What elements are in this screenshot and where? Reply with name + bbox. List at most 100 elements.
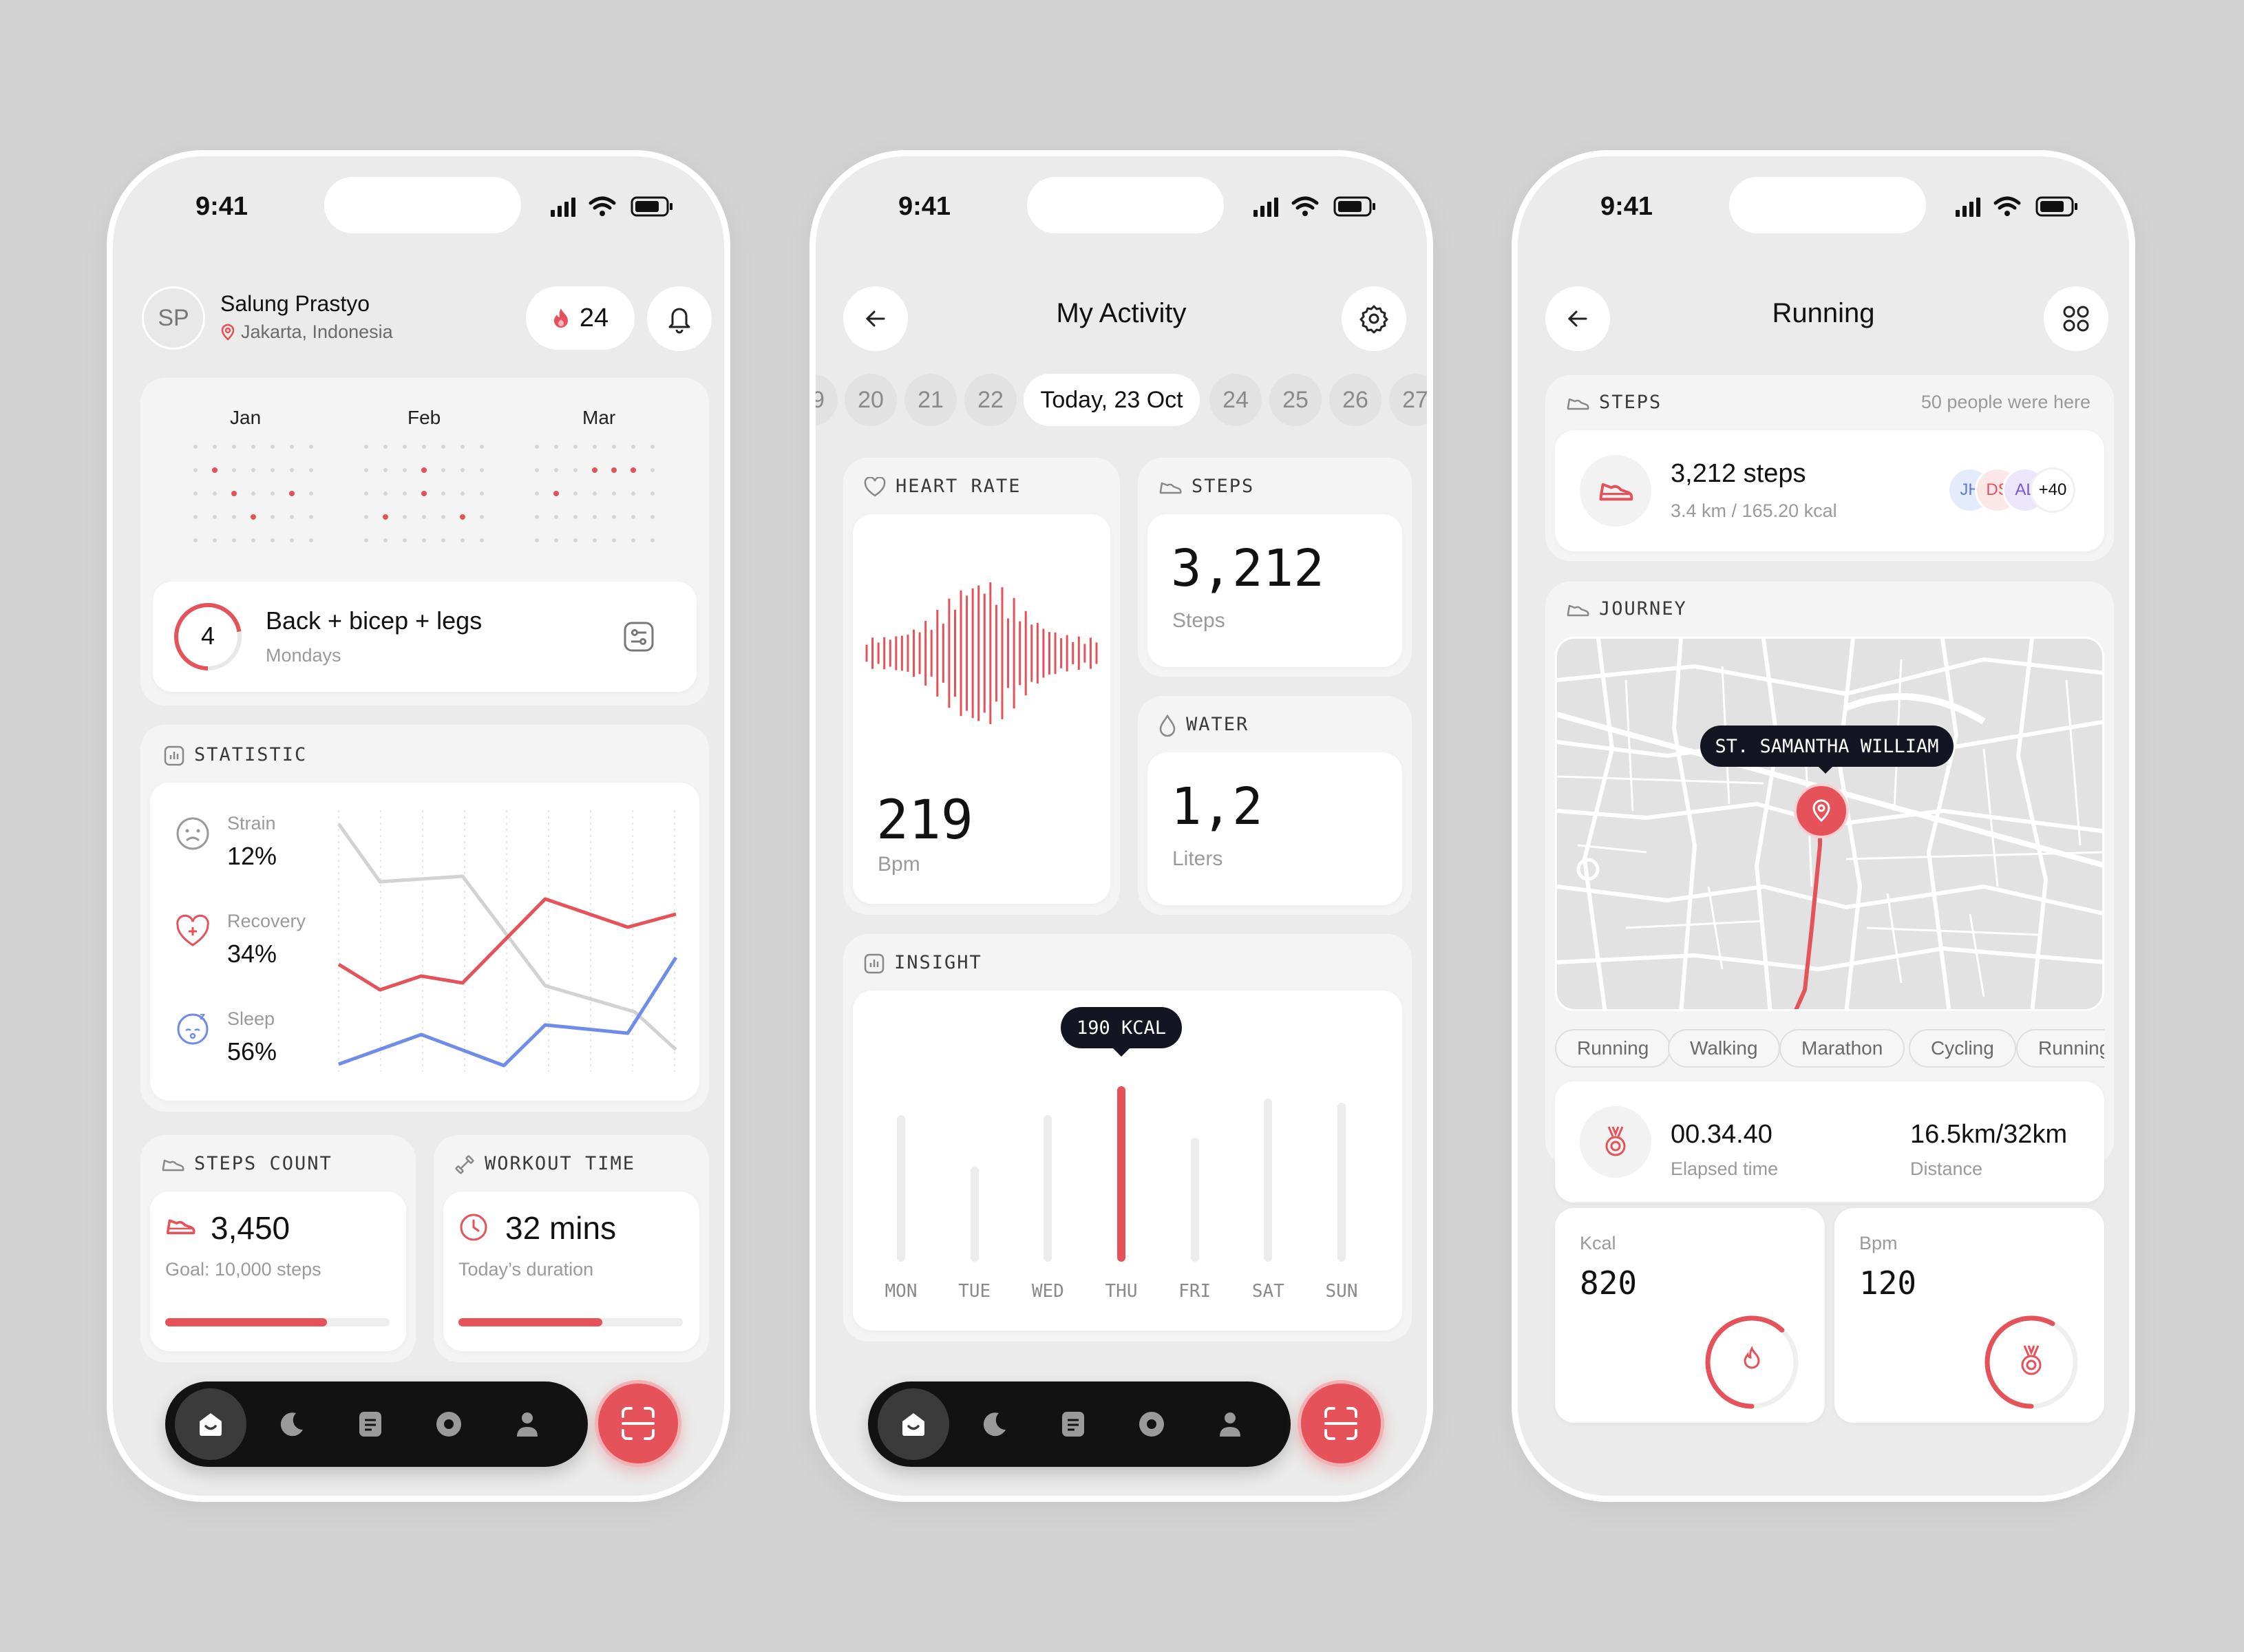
- date-24[interactable]: 24: [1209, 374, 1262, 426]
- back-button[interactable]: [1545, 286, 1610, 351]
- habit-dot: [535, 491, 539, 496]
- insight-bar[interactable]: [1044, 1115, 1052, 1262]
- habit-dot: [193, 491, 198, 496]
- habit-dot: [631, 467, 636, 473]
- habit-dot: [612, 491, 616, 496]
- running-steps-sub: 3.4 km / 165.20 kcal: [1671, 500, 1837, 521]
- nav-profile-button[interactable]: [1214, 1408, 1247, 1441]
- habit-dot: [480, 515, 484, 519]
- heart-rate-value: 219: [876, 790, 973, 851]
- insight-bar[interactable]: [897, 1115, 905, 1262]
- nav-sleep-button[interactable]: [275, 1408, 308, 1441]
- bar-chart-icon: [864, 953, 885, 973]
- tab-running-2[interactable]: Running: [2016, 1029, 2104, 1068]
- recovery-label: Recovery: [227, 911, 306, 931]
- nav-home-button[interactable]: [878, 1388, 949, 1460]
- date-27[interactable]: 27: [1389, 374, 1427, 426]
- habit-dot: [271, 538, 275, 542]
- habit-dot: [213, 491, 217, 496]
- habit-dot: [213, 538, 217, 542]
- nav-sleep-button[interactable]: [978, 1408, 1011, 1441]
- settings-button[interactable]: [1342, 286, 1406, 351]
- habit-dot: [193, 515, 198, 519]
- habit-dot: [403, 491, 407, 496]
- statistic-card: STATISTIC Strain 12% Recovery 34% z Slee…: [140, 725, 709, 1112]
- date-25[interactable]: 25: [1269, 374, 1322, 426]
- date-20[interactable]: 20: [845, 374, 897, 426]
- habit-dot: [650, 538, 655, 542]
- workout-plan-item[interactable]: 4 Back + bicep + legs Mondays: [153, 582, 697, 692]
- journey-map[interactable]: ST. SAMANTHA WILLIAM: [1555, 637, 2104, 1011]
- nav-home-button[interactable]: [175, 1388, 246, 1460]
- distance-caption: Distance: [1910, 1158, 1983, 1179]
- user-location: Jakarta, Indonesia: [220, 321, 393, 343]
- menu-grid-button[interactable]: [2044, 286, 2108, 351]
- compass-icon: [1139, 1412, 1164, 1437]
- nav-explore-button[interactable]: [432, 1408, 465, 1441]
- dumbbell-icon: [455, 1154, 474, 1174]
- steps-count-card: STEPS COUNT 3,450 Goal: 10,000 steps: [140, 1135, 416, 1362]
- habit-dot: [421, 467, 427, 473]
- habit-dot: [251, 538, 255, 542]
- metrics-card: Kcal 820 Bpm 120: [1545, 1208, 2114, 1479]
- heart-rate-unit: Bpm: [878, 853, 920, 876]
- bar-chart-icon: [164, 745, 184, 765]
- streak-count: 24: [579, 303, 609, 332]
- location-marker[interactable]: [1794, 783, 1849, 838]
- habit-dot: [251, 468, 255, 472]
- habit-dot-grid: [193, 445, 655, 542]
- insight-tooltip: 190 KCAL: [1061, 1007, 1182, 1048]
- insight-bar[interactable]: [1264, 1099, 1273, 1262]
- sleep-line: [338, 956, 678, 1068]
- kcal-progress-ring: [1705, 1315, 1799, 1409]
- settings-sliders-icon[interactable]: [622, 620, 655, 653]
- workout-number: 4: [200, 622, 215, 650]
- streak-badge[interactable]: 24: [526, 286, 635, 350]
- habit-dot: [461, 491, 465, 496]
- date-26[interactable]: 26: [1329, 374, 1382, 426]
- notification-button[interactable]: [647, 286, 712, 351]
- insight-day-label: FRI: [1178, 1281, 1211, 1302]
- insight-bar[interactable]: [1117, 1086, 1125, 1262]
- nav-explore-button[interactable]: [1135, 1408, 1168, 1441]
- shoe-icon: [1567, 398, 1589, 410]
- habit-dot: [383, 538, 388, 542]
- user-icon: [1220, 1412, 1240, 1437]
- habit-dot: [441, 491, 445, 496]
- habit-dot: [232, 468, 236, 472]
- habit-dot: [592, 467, 597, 473]
- habit-dot: [554, 515, 558, 519]
- date-today[interactable]: Today, 23 Oct: [1024, 374, 1200, 426]
- insight-bar[interactable]: [1337, 1103, 1346, 1262]
- date-19[interactable]: 19: [816, 374, 838, 426]
- habit-dot: [383, 445, 388, 449]
- shoe-icon: [1159, 482, 1182, 494]
- tab-marathon[interactable]: Marathon: [1779, 1029, 1905, 1068]
- bottom-navigation: [868, 1381, 1291, 1467]
- date-21[interactable]: 21: [904, 374, 957, 426]
- nav-journal-button[interactable]: [354, 1408, 387, 1441]
- habit-dot: [593, 538, 597, 542]
- nav-profile-button[interactable]: [511, 1408, 544, 1441]
- tab-cycling[interactable]: Cycling: [1909, 1029, 2016, 1068]
- status-time: 9:41: [1600, 192, 1653, 221]
- tooltip-arrow: [1112, 1047, 1131, 1057]
- nav-journal-button[interactable]: [1057, 1408, 1090, 1441]
- habit-dot: [309, 515, 313, 519]
- scan-button[interactable]: [595, 1380, 681, 1467]
- workout-time-panel: 32 mins Today’s duration: [443, 1192, 699, 1351]
- avatar[interactable]: SP: [142, 286, 205, 350]
- run-summary-panel: [1555, 1081, 2104, 1203]
- habit-dot: [251, 445, 255, 449]
- insight-bar[interactable]: [1190, 1138, 1199, 1262]
- back-button[interactable]: [843, 286, 908, 351]
- date-22[interactable]: 22: [964, 374, 1017, 426]
- tab-walking[interactable]: Walking: [1668, 1029, 1780, 1068]
- habit-dot: [309, 468, 313, 472]
- status-time: 9:41: [898, 192, 951, 221]
- tab-running[interactable]: Running: [1555, 1029, 1671, 1068]
- habit-dot: [422, 445, 426, 449]
- insight-bar[interactable]: [970, 1167, 979, 1262]
- date-strip: 19 20 21 22 Today, 23 Oct 24 25 26 27: [816, 374, 1427, 426]
- scan-button[interactable]: [1298, 1380, 1384, 1467]
